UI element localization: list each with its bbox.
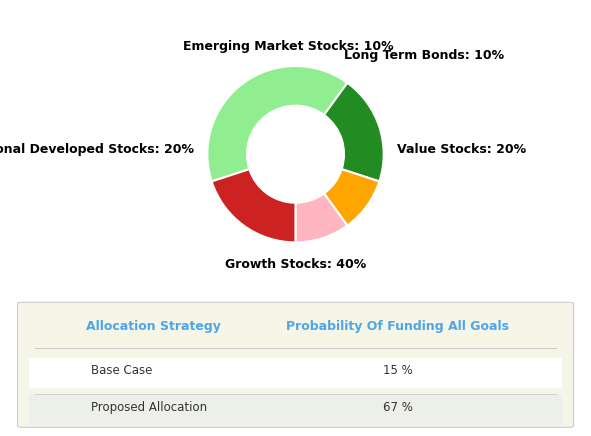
Wedge shape	[207, 66, 348, 181]
Text: International Developed Stocks: 20%: International Developed Stocks: 20%	[0, 143, 194, 156]
Text: Emerging Market Stocks: 10%: Emerging Market Stocks: 10%	[183, 40, 394, 53]
Text: Long Term Bonds: 10%: Long Term Bonds: 10%	[344, 48, 504, 61]
FancyBboxPatch shape	[29, 395, 562, 425]
Wedge shape	[324, 169, 379, 225]
Text: 67 %: 67 %	[383, 401, 413, 414]
Wedge shape	[324, 83, 384, 181]
Text: Growth Stocks: 40%: Growth Stocks: 40%	[225, 258, 366, 271]
Text: Value Stocks: 20%: Value Stocks: 20%	[397, 143, 526, 156]
Text: Probability Of Funding All Goals: Probability Of Funding All Goals	[286, 320, 509, 333]
Wedge shape	[212, 169, 296, 242]
Text: Proposed Allocation: Proposed Allocation	[91, 401, 207, 414]
Wedge shape	[296, 194, 348, 242]
Text: Base Case: Base Case	[91, 364, 152, 377]
Text: Allocation Strategy: Allocation Strategy	[86, 320, 221, 333]
Text: 15 %: 15 %	[383, 364, 413, 377]
FancyBboxPatch shape	[29, 358, 562, 388]
FancyBboxPatch shape	[18, 302, 573, 427]
